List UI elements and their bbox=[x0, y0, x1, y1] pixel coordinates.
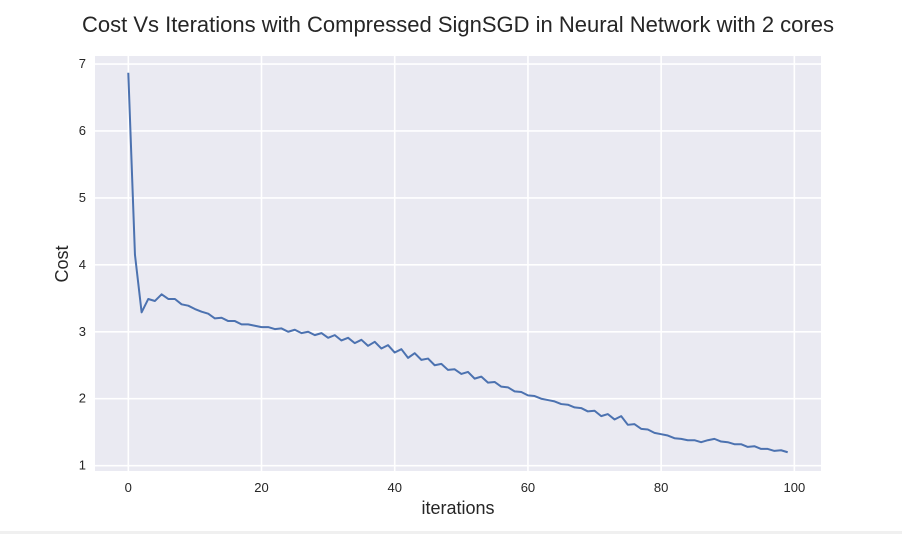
y-tick-label: 4 bbox=[79, 257, 86, 272]
chart-title: Cost Vs Iterations with Compressed SignS… bbox=[82, 12, 834, 37]
y-tick-label: 7 bbox=[79, 56, 86, 71]
y-tick-label: 2 bbox=[79, 391, 86, 406]
x-tick-label: 0 bbox=[125, 480, 132, 495]
x-tick-label: 20 bbox=[254, 480, 268, 495]
y-tick-label: 3 bbox=[79, 324, 86, 339]
x-tick-label: 80 bbox=[654, 480, 668, 495]
x-axis-label: iterations bbox=[421, 498, 494, 518]
cost-series-line bbox=[127, 72, 788, 454]
x-tick-label: 40 bbox=[387, 480, 401, 495]
tick-labels: 0 20 40 60 80 100 1 2 3 4 5 6 7 bbox=[79, 56, 805, 495]
y-tick-label: 1 bbox=[79, 458, 86, 473]
plot-area bbox=[95, 56, 821, 471]
y-tick-label: 5 bbox=[79, 190, 86, 205]
x-tick-label: 60 bbox=[521, 480, 535, 495]
y-tick-label: 6 bbox=[79, 123, 86, 138]
grid-lines bbox=[95, 56, 821, 471]
bottom-border bbox=[0, 531, 902, 534]
x-tick-label: 100 bbox=[784, 480, 806, 495]
y-axis-label: Cost bbox=[52, 245, 72, 282]
